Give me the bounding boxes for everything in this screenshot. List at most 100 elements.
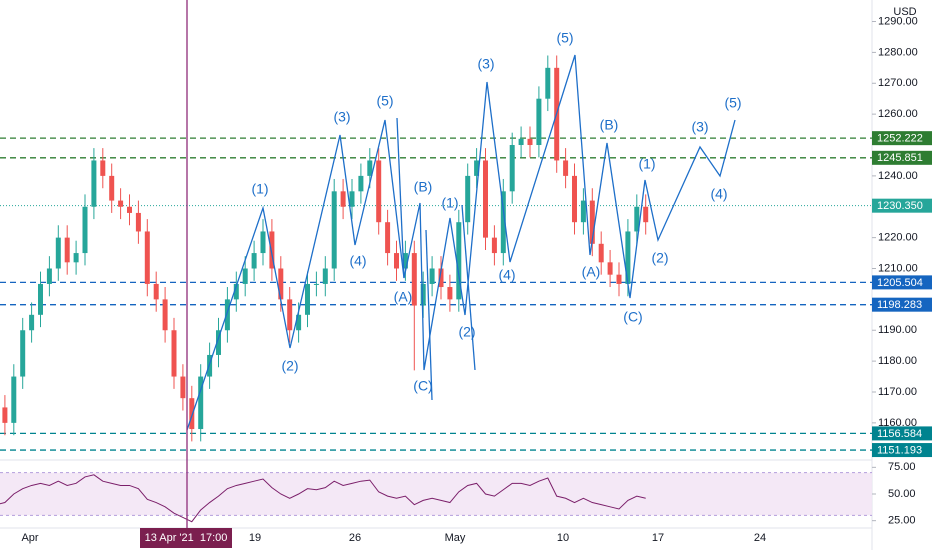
y-tick-label: 1280.00 xyxy=(878,46,918,58)
candle-body xyxy=(73,253,79,263)
rsi-band xyxy=(0,472,872,516)
wave-label: (3) xyxy=(333,109,350,125)
wave-label: (4) xyxy=(349,253,366,269)
y-tick-label: 1220.00 xyxy=(878,232,918,244)
candle-body xyxy=(643,206,649,223)
price-label-box xyxy=(872,297,932,312)
candle-body xyxy=(376,160,382,223)
wave-label: (A) xyxy=(582,264,601,280)
price-label-box xyxy=(872,275,932,290)
candle-body xyxy=(46,268,52,284)
candle-body xyxy=(465,175,471,223)
y-tick-label: 1210.00 xyxy=(878,262,918,274)
currency: USD xyxy=(893,6,916,18)
x-tick-label: Apr xyxy=(21,532,38,544)
x-tick-label: 26 xyxy=(349,532,361,544)
price-label: 1198.283 xyxy=(877,299,922,311)
wave-label: (2) xyxy=(651,250,668,266)
candle-body xyxy=(358,175,364,192)
price-label: 1156.584 xyxy=(877,428,922,440)
candle-body xyxy=(500,191,506,254)
candle-body xyxy=(118,200,124,207)
candle-body xyxy=(2,407,8,423)
candle-body xyxy=(527,138,533,146)
wave-label: (2) xyxy=(281,358,298,374)
candle-body xyxy=(251,253,257,269)
price-label: 1245.851 xyxy=(877,152,923,164)
crosshair-label: 13 Apr '21 17:00 xyxy=(145,532,228,544)
candle-body xyxy=(483,160,488,238)
wave-label: (1) xyxy=(441,195,458,211)
rsi-line xyxy=(0,474,646,523)
candle-body xyxy=(331,191,337,269)
elliott-waves xyxy=(186,54,736,431)
candle-body xyxy=(447,287,453,300)
candle-body xyxy=(171,330,177,377)
price-label: 1252.222 xyxy=(877,133,923,145)
candle-body xyxy=(20,330,26,377)
candle-body xyxy=(349,191,355,207)
candle-body xyxy=(589,200,595,244)
x-tick-label: 19 xyxy=(249,532,261,544)
candle-body xyxy=(518,138,524,146)
wave-label: (3) xyxy=(477,56,494,72)
price-label: 1205.504 xyxy=(877,277,923,289)
candle-body xyxy=(55,237,61,269)
candle-body xyxy=(313,283,319,285)
candle-body xyxy=(180,376,186,399)
wave-label: (C) xyxy=(413,378,432,394)
y-tick-label: 1290.00 xyxy=(878,15,918,27)
candle-body xyxy=(580,200,586,223)
candle-body xyxy=(135,212,141,232)
candle-body xyxy=(269,231,275,269)
candle-body xyxy=(91,160,97,207)
candle-body xyxy=(100,160,106,176)
wave-label: (5) xyxy=(556,30,573,46)
wave-label: (3) xyxy=(691,119,708,135)
candle-body xyxy=(153,283,159,300)
candle-body xyxy=(38,283,43,315)
candle-body xyxy=(625,231,631,284)
wave-label: (1) xyxy=(638,156,655,172)
candle-body xyxy=(474,160,480,176)
crosshair-label-box xyxy=(140,528,232,548)
candle-body xyxy=(607,262,613,275)
candle-body xyxy=(127,206,132,213)
rsi-tick-label: 50.00 xyxy=(888,488,916,500)
y-tick-label: 1180.00 xyxy=(878,355,917,367)
candle-body xyxy=(491,237,497,254)
y-tick-label: 1270.00 xyxy=(878,77,918,89)
candle-body xyxy=(287,299,293,331)
wave-label: (1) xyxy=(251,181,268,197)
candle-body xyxy=(367,160,373,176)
wave-label: (4) xyxy=(710,186,727,202)
candle-body xyxy=(420,283,426,306)
candle-body xyxy=(216,330,221,355)
rsi-tick-label: 25.00 xyxy=(888,515,916,527)
candle-body xyxy=(260,231,266,254)
wave-path xyxy=(425,229,433,401)
candle-body xyxy=(233,283,239,300)
x-tick-label: 17 xyxy=(652,532,664,544)
price-label: 1230.350 xyxy=(877,200,923,212)
candle-body xyxy=(456,222,462,300)
price-label: 1151.193 xyxy=(877,444,922,456)
candle-body xyxy=(429,268,435,284)
candle-body xyxy=(509,145,515,192)
candle-body xyxy=(162,299,168,331)
candle-body xyxy=(438,268,444,288)
y-tick-label: 1190.00 xyxy=(878,324,917,336)
price-label-box xyxy=(872,443,932,458)
candle-body xyxy=(109,175,115,201)
candle-body xyxy=(242,268,248,284)
candle-body xyxy=(144,231,150,284)
candle-body xyxy=(340,191,346,207)
candle-body xyxy=(278,268,284,300)
candle-body xyxy=(402,253,408,269)
wave-path xyxy=(461,204,476,371)
wave-label: (4) xyxy=(498,267,515,283)
candle-body xyxy=(385,222,391,254)
wave-path xyxy=(186,54,736,431)
y-tick-label: 1170.00 xyxy=(878,386,917,398)
